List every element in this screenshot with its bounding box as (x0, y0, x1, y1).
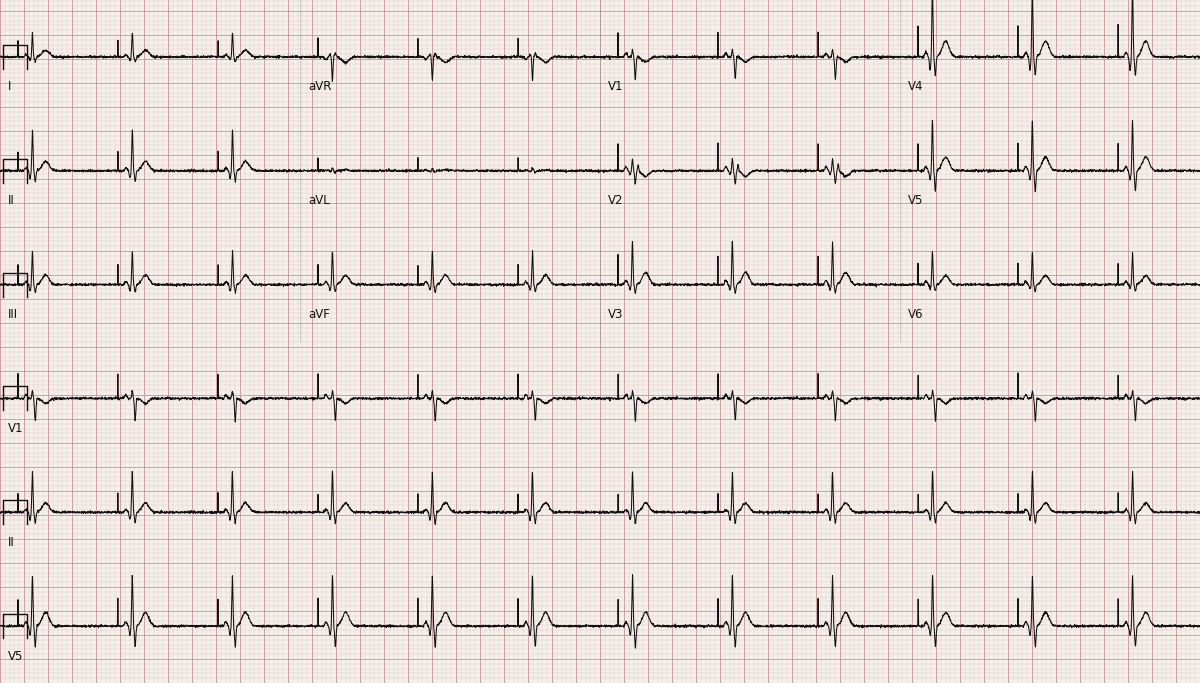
Text: II: II (8, 194, 14, 207)
Text: aVL: aVL (308, 194, 330, 207)
Text: V2: V2 (608, 194, 624, 207)
Text: V1: V1 (608, 81, 624, 94)
Text: V1: V1 (8, 422, 24, 435)
Text: V4: V4 (908, 81, 924, 94)
Text: V5: V5 (908, 194, 923, 207)
Text: V5: V5 (8, 650, 23, 663)
Text: I: I (8, 81, 11, 94)
Text: V3: V3 (608, 308, 623, 321)
Text: V6: V6 (908, 308, 924, 321)
Text: aVF: aVF (308, 308, 330, 321)
Text: II: II (8, 535, 14, 548)
Text: aVR: aVR (308, 81, 331, 94)
Text: III: III (8, 308, 18, 321)
